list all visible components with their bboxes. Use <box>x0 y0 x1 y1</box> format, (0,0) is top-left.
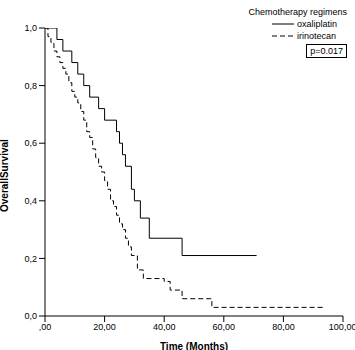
svg-text:20,00: 20,00 <box>93 322 116 332</box>
svg-text:0,4: 0,4 <box>24 196 37 206</box>
svg-text:100,00: 100,00 <box>329 322 347 332</box>
svg-text:0,0: 0,0 <box>24 311 37 321</box>
svg-text:,00: ,00 <box>39 322 52 332</box>
svg-text:1,0: 1,0 <box>24 23 37 33</box>
svg-text:Time (Months): Time (Months) <box>160 341 228 350</box>
svg-text:OverallSurvival: OverallSurvival <box>8 139 10 212</box>
html-text:oxaliplatin: oxaliplatin <box>297 19 337 29</box>
svg-text:0,6: 0,6 <box>24 138 37 148</box>
svg-text:40,00: 40,00 <box>153 322 176 332</box>
html-text:irinotecan: irinotecan <box>297 31 336 41</box>
svg-text:0,2: 0,2 <box>24 254 37 264</box>
html-text:Chemotherapy regimens: Chemotherapy regimens <box>248 7 347 17</box>
svg-text:80,00: 80,00 <box>272 322 295 332</box>
html-text:p=0.017: p=0.017 <box>310 46 343 56</box>
svg-text:60,00: 60,00 <box>213 322 236 332</box>
svg-text:0,8: 0,8 <box>24 81 37 91</box>
